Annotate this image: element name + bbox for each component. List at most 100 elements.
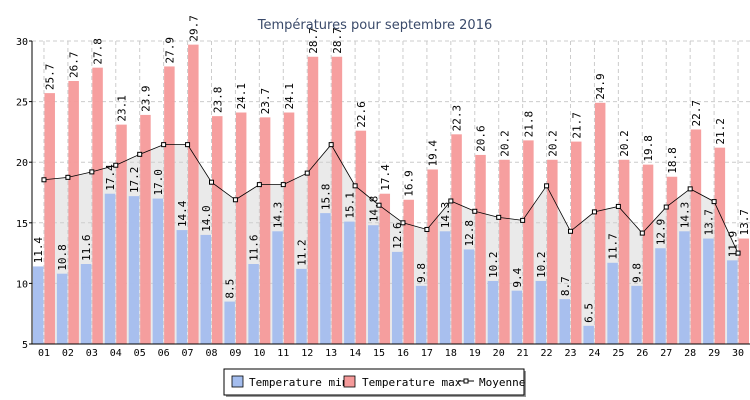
bar-min [248, 264, 259, 344]
x-tick-label: 20 [493, 348, 505, 359]
x-tick-label: 28 [684, 348, 696, 359]
x-tick-label: 17 [421, 348, 433, 359]
grid [32, 40, 750, 344]
bar-max [403, 199, 414, 344]
bar-min-label: 14.3 [439, 202, 452, 229]
bar-max-label: 22.6 [355, 101, 368, 128]
bar-max-label: 28.7 [307, 27, 320, 54]
bar-min [727, 260, 738, 344]
bar-max-label: 24.1 [235, 83, 248, 110]
bar-max-label: 20.6 [475, 125, 488, 152]
bar-max-label: 18.8 [666, 147, 679, 174]
x-tick-label: 18 [445, 348, 457, 359]
bar-min [655, 248, 666, 344]
bar-max-label: 22.7 [690, 100, 703, 127]
x-tick-label: 25 [612, 348, 624, 359]
bar-max-label: 20.2 [618, 130, 631, 157]
bar-max [44, 93, 55, 344]
bar-min-label: 8.5 [224, 279, 237, 299]
bar-min [344, 221, 355, 344]
bar-max [68, 80, 79, 344]
mean-point [41, 177, 47, 183]
mean-point [448, 198, 454, 204]
bar-max [618, 159, 630, 344]
x-tick-label: 15 [373, 348, 385, 359]
bar-min-label: 10.2 [487, 251, 500, 278]
x-tick-label: 16 [397, 348, 409, 359]
x-tick-label: 13 [325, 348, 337, 359]
legend-swatch-min [231, 375, 244, 388]
bars [32, 44, 750, 345]
bar-min [391, 251, 403, 344]
x-tick-label: 29 [708, 348, 720, 359]
bar-max-label: 23.9 [139, 85, 152, 112]
bar-min [200, 234, 211, 344]
bar-min [535, 280, 547, 344]
bar-min [224, 301, 235, 344]
bar-min [463, 249, 475, 344]
bar-max [427, 169, 438, 344]
x-tick-label: 19 [469, 348, 481, 359]
bar-max-label: 26.7 [68, 51, 81, 78]
bar-max [642, 164, 654, 344]
x-tick-label: 08 [205, 348, 217, 359]
bar-min-label: 6.5 [583, 303, 596, 323]
bar-max [379, 193, 391, 344]
mean-point [209, 179, 214, 185]
bar-min-label: 9.8 [415, 263, 428, 283]
bar-min [152, 198, 164, 344]
bar-min-label: 11.6 [248, 235, 261, 262]
legend-swatch-max [343, 375, 356, 388]
bar-max-label: 29.7 [187, 15, 200, 42]
x-tick-label: 04 [110, 348, 122, 359]
legend-label-max: Temperature max [362, 376, 462, 389]
bar-min-label: 14.0 [200, 205, 213, 232]
bar-min-label: 14.3 [678, 202, 691, 229]
bar-min [703, 238, 714, 344]
bar-max-label: 23.8 [211, 87, 224, 114]
y-tick-label: 30 [16, 37, 28, 48]
bar-max [714, 147, 726, 344]
bar-max-label: 24.1 [283, 83, 296, 110]
mean-point [496, 214, 502, 220]
bar-min [320, 213, 331, 344]
mean-point [65, 174, 71, 180]
bar-min [32, 266, 44, 344]
bar-max-label: 24.9 [594, 73, 607, 100]
bar-min-label: 14.3 [272, 202, 285, 229]
bar-max [188, 44, 199, 345]
bar-min [272, 231, 283, 344]
x-tick-label: 01 [38, 348, 50, 359]
x-tick-label: 21 [517, 348, 529, 359]
bar-min-label: 17.2 [128, 167, 141, 194]
mean-point [663, 204, 669, 210]
mean-point [520, 217, 526, 223]
bar-min-label: 12.8 [463, 220, 476, 247]
mean-point [328, 142, 334, 148]
x-tick-label: 05 [134, 348, 146, 359]
mean-point [256, 182, 262, 188]
bar-min [631, 285, 642, 344]
bar-max-label: 23.7 [259, 88, 272, 115]
mean-point [711, 199, 717, 205]
bar-max [738, 238, 750, 344]
bar-min [511, 290, 523, 344]
x-tick-label: 22 [541, 348, 553, 359]
bar-max-label: 21.7 [570, 112, 583, 139]
legend-box [223, 368, 525, 396]
mean-point [544, 183, 550, 189]
bar-min-label: 10.2 [535, 251, 548, 278]
mean-point [472, 208, 478, 214]
mean-point [89, 169, 95, 175]
mean-point [687, 186, 693, 192]
bar-min-label: 11.2 [295, 239, 308, 266]
axes: 5 10 15 20 25 30 01 02 03 04 05 06 07 08 09 10 11 12 13 14 1… [16, 37, 750, 359]
bar-max [523, 140, 534, 344]
bar-min-label: 17.4 [104, 164, 117, 191]
bar-max [331, 56, 343, 344]
bar-max-label: 23.1 [116, 95, 129, 122]
mean-point [280, 182, 286, 188]
mean-line [41, 142, 741, 256]
bar-max [355, 130, 367, 344]
